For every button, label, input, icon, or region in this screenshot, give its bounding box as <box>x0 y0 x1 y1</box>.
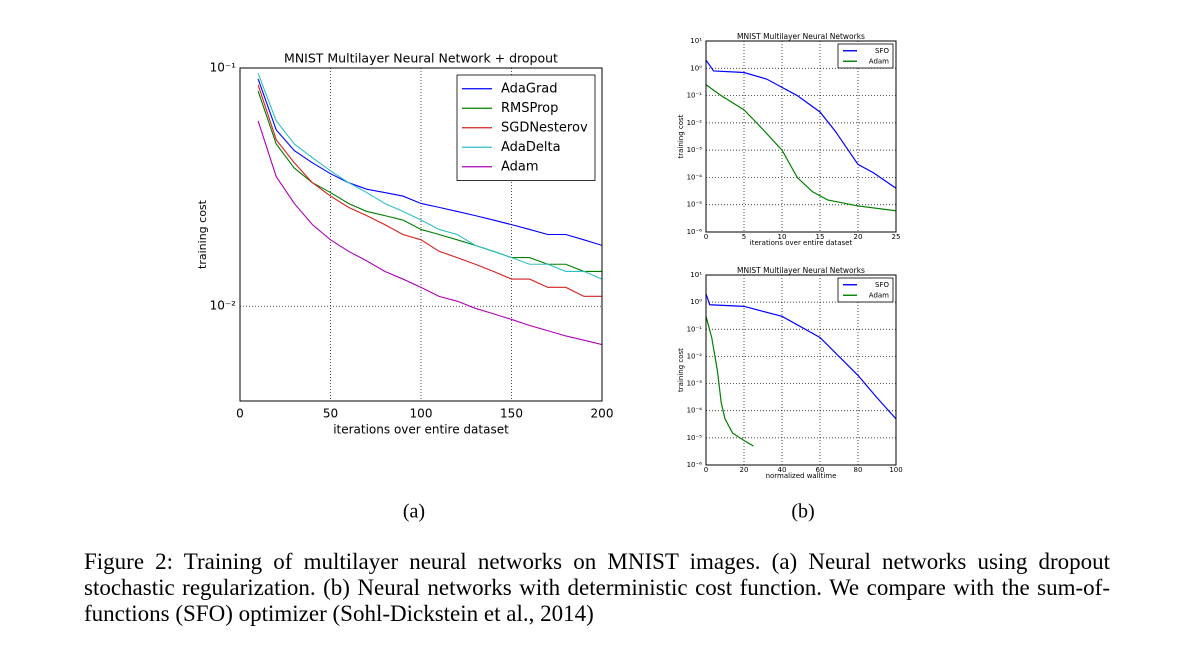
caption: Figure 2: Training of multilayer neural … <box>84 549 1110 626</box>
data-line <box>257 120 602 346</box>
y-tick-label: 10⁻⁴ <box>687 173 703 181</box>
y-axis-label: training cost <box>196 199 209 269</box>
chart-title: MNIST Multilayer Neural Network + dropou… <box>284 51 558 66</box>
subfigure-label: (a) <box>403 501 425 523</box>
x-axis-label: iterations over entire dataset <box>750 239 853 247</box>
x-tick-label: 20 <box>740 466 749 474</box>
x-tick-label: 60 <box>816 466 825 474</box>
plot-frame <box>705 274 897 466</box>
y-tick-label: 10⁻⁵ <box>687 434 703 442</box>
y-tick-label: 10⁻³ <box>687 146 703 154</box>
y-tick-label: 10¹ <box>690 271 702 279</box>
x-tick-label: 5 <box>742 233 746 241</box>
x-tick-label: 200 <box>591 407 614 421</box>
chart-title: MNIST Multilayer Neural Networks <box>737 32 865 41</box>
legend-label: AdaGrad <box>501 81 558 96</box>
x-tick-label: 150 <box>500 407 523 421</box>
x-tick-label: 80 <box>854 466 863 474</box>
legend-box <box>837 43 894 69</box>
legend-box <box>837 277 894 303</box>
data-line <box>257 73 602 280</box>
y-tick-label: 10⁻² <box>210 299 237 313</box>
y-axis-label: training cost <box>677 114 685 158</box>
y-tick-label: 10⁻⁴ <box>687 407 703 415</box>
y-tick-label: 10⁻² <box>687 352 703 360</box>
plot-frame <box>705 40 897 233</box>
legend-label: RMSProp <box>501 101 558 116</box>
data-line <box>706 293 896 420</box>
x-tick-label: 50 <box>323 407 338 421</box>
data-line <box>706 84 896 212</box>
x-tick-label: 25 <box>892 233 901 241</box>
y-tick-label: 10⁻² <box>687 119 703 127</box>
data-line <box>257 84 602 297</box>
y-tick-label: 10⁻¹ <box>210 61 237 75</box>
x-tick-label: 100 <box>889 466 902 474</box>
y-tick-label: 10⁻⁵ <box>687 201 703 209</box>
legend-label: SFO <box>875 281 889 289</box>
legend-label: SFO <box>875 47 889 55</box>
y-tick-label: 10⁰ <box>690 298 702 306</box>
y-axis-label: training cost <box>677 348 685 392</box>
legend-label: Adam <box>869 291 889 299</box>
plot-frame <box>239 67 603 402</box>
legend-label: Adam <box>501 159 539 174</box>
chart-title: MNIST Multilayer Neural Networks <box>737 266 865 275</box>
x-tick-label: 100 <box>410 407 433 421</box>
y-tick-label: 10⁻¹ <box>687 92 703 100</box>
y-tick-label: 10⁻³ <box>687 380 703 388</box>
data-line <box>257 78 602 246</box>
y-tick-label: 10⁻⁶ <box>687 461 703 469</box>
x-tick-label: 0 <box>704 466 708 474</box>
x-tick-label: 40 <box>778 466 787 474</box>
legend-label: SGDNesterov <box>501 120 588 135</box>
y-tick-label: 10¹ <box>690 37 702 45</box>
legend-label: Adam <box>869 57 889 65</box>
x-tick-label: 20 <box>854 233 863 241</box>
y-tick-label: 10⁻¹ <box>687 325 703 333</box>
x-axis-label: normalized walltime <box>766 472 837 480</box>
x-tick-label: 0 <box>236 407 244 421</box>
data-line <box>706 316 754 447</box>
x-tick-label: 15 <box>816 233 825 241</box>
x-axis-label: iterations over entire dataset <box>333 423 509 437</box>
data-line <box>706 59 896 189</box>
y-tick-label: 10⁰ <box>690 64 702 72</box>
x-tick-label: 0 <box>704 233 708 241</box>
x-tick-label: 10 <box>778 233 787 241</box>
legend-box <box>456 74 596 181</box>
legend-label: AdaDelta <box>501 140 561 155</box>
y-tick-label: 10⁻⁶ <box>687 228 703 236</box>
subfigure-label: (b) <box>791 501 814 523</box>
